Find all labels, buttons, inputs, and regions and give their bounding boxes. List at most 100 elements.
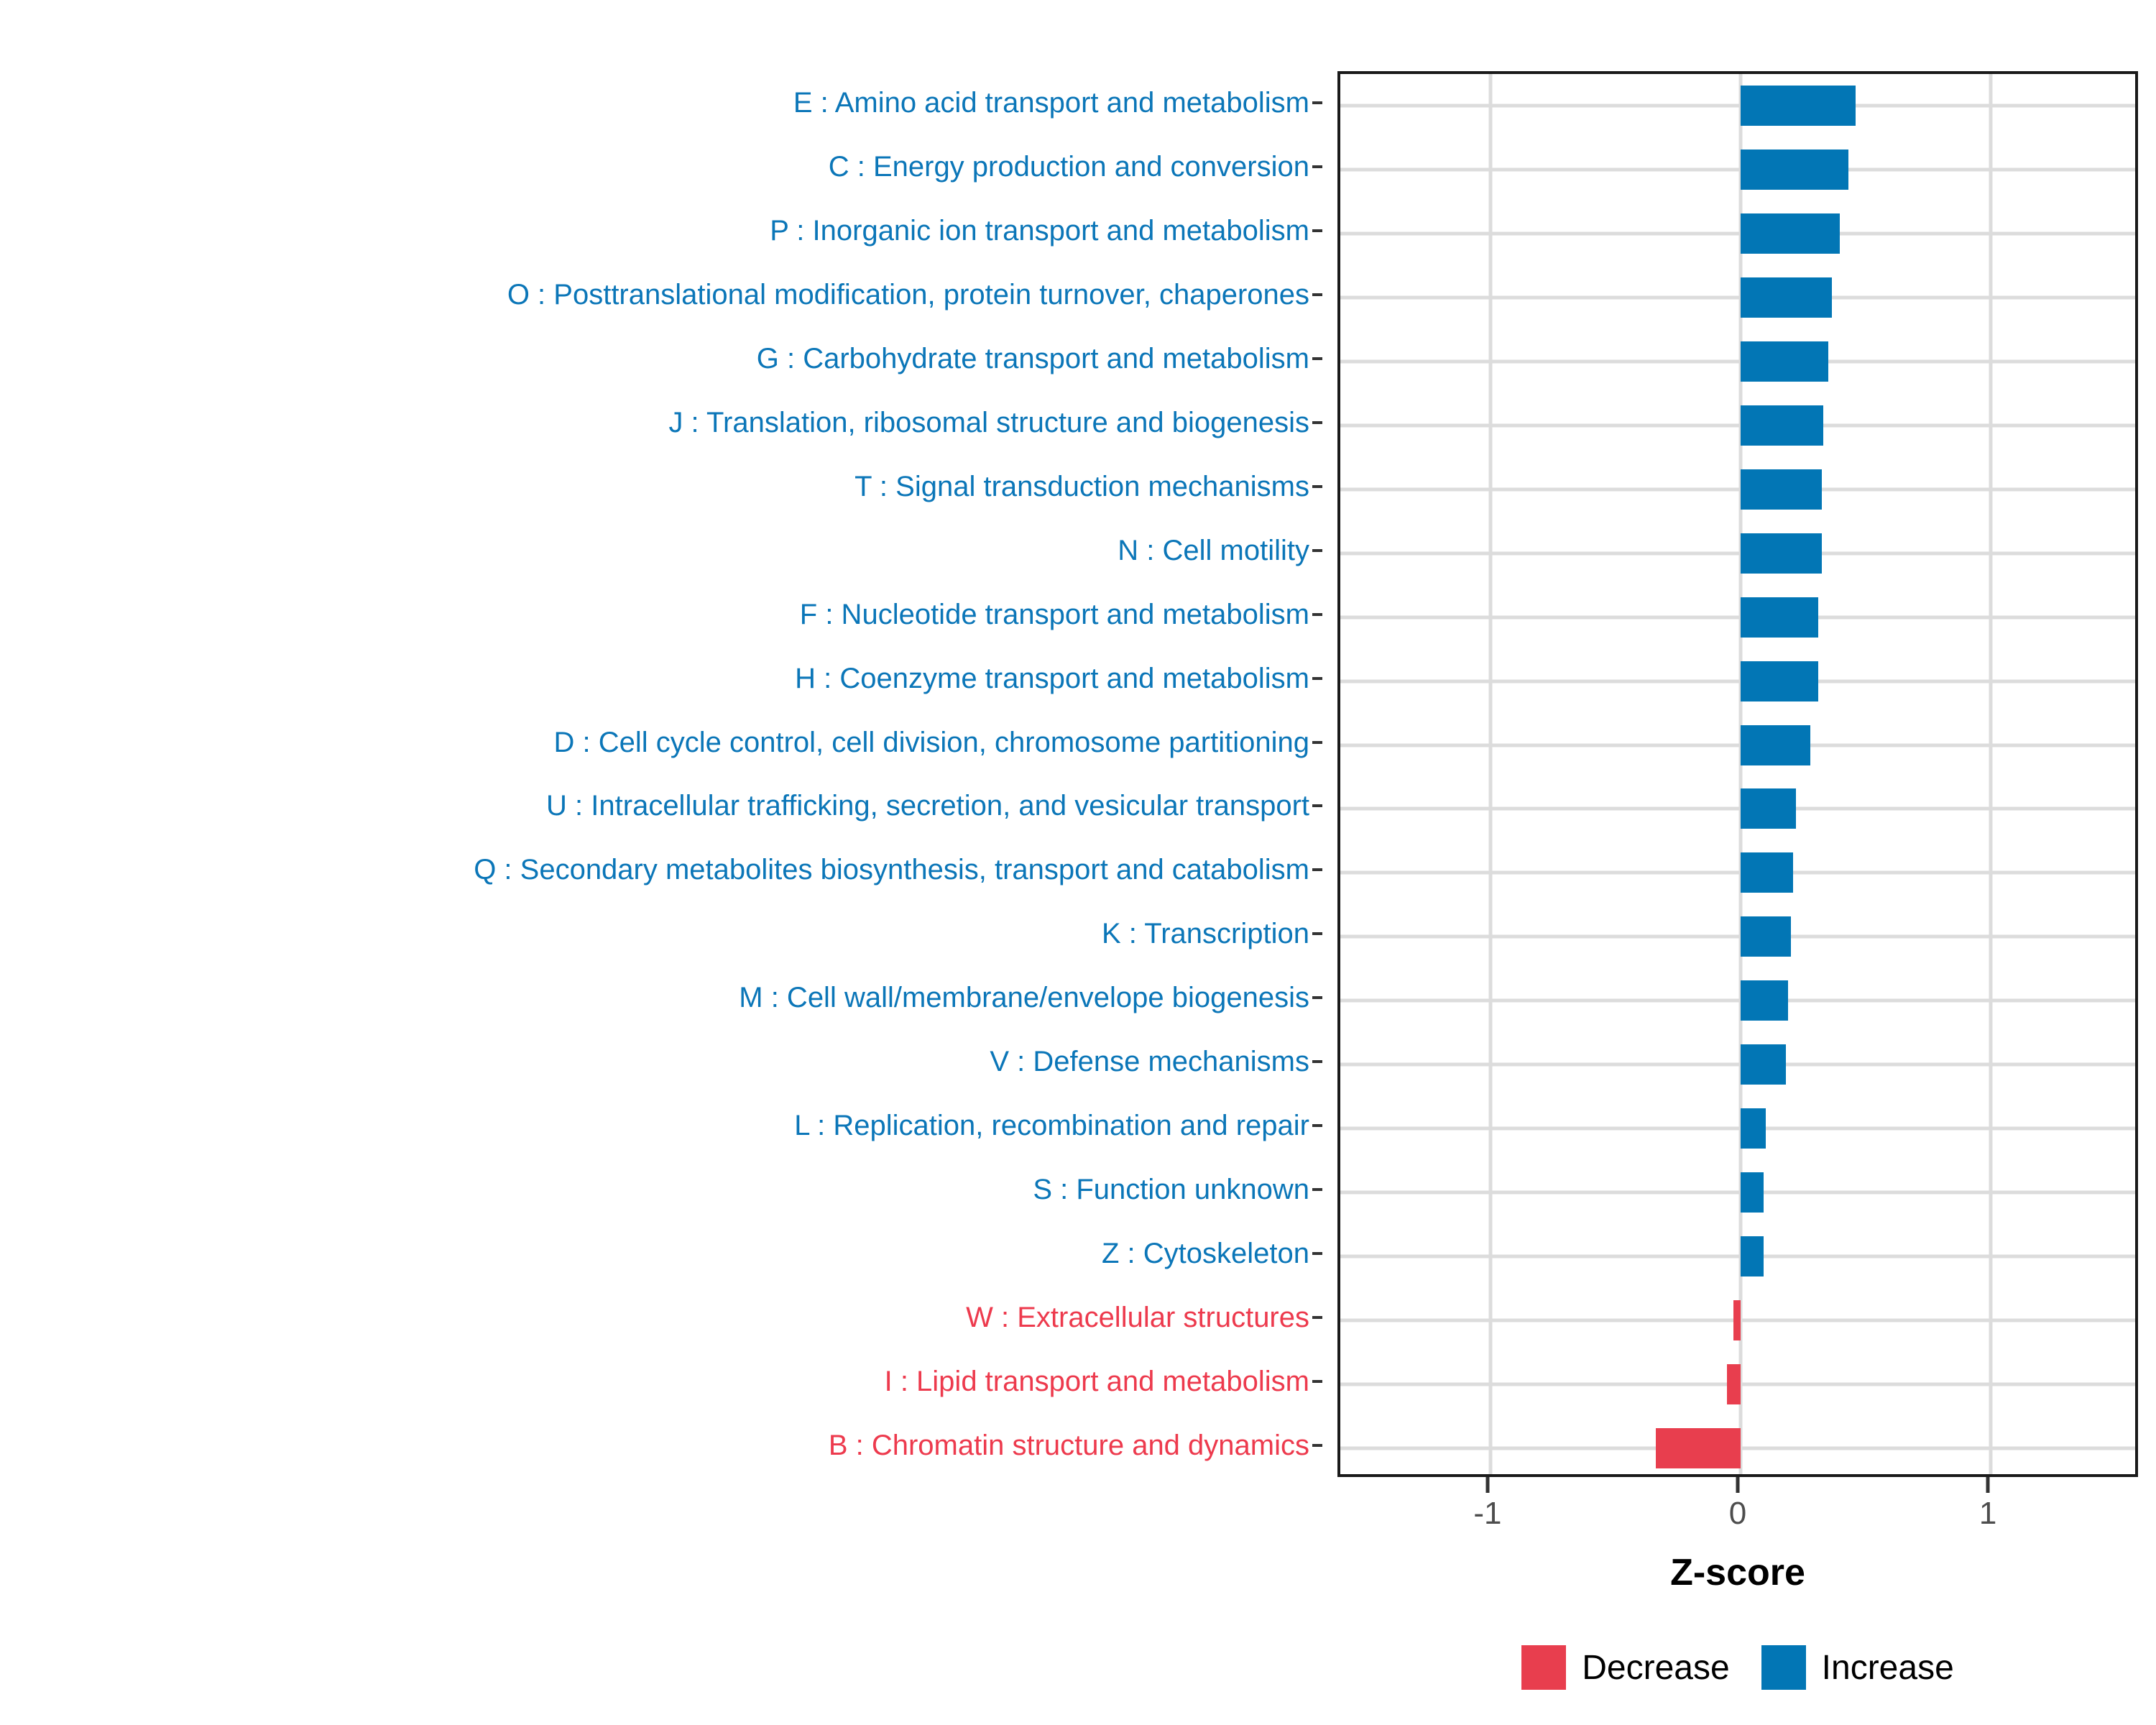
y-axis-tick-mark (1312, 165, 1322, 169)
y-axis-tick-label: M : Cell wall/membrane/envelope biogenes… (739, 982, 1309, 1014)
horizontal-gridline (1340, 1190, 2135, 1195)
plot-panel (1337, 71, 2138, 1477)
bar[interactable] (1655, 1427, 1741, 1468)
horizontal-gridline (1340, 1062, 2135, 1067)
bar[interactable] (1741, 213, 1840, 254)
x-axis-title: Z-score (1670, 1552, 1805, 1593)
bar[interactable] (1726, 1363, 1741, 1404)
y-axis-tick-label: Z : Cytoskeleton (1101, 1237, 1309, 1269)
bar[interactable] (1741, 86, 1856, 126)
bar[interactable] (1741, 724, 1811, 765)
bar[interactable] (1741, 661, 1818, 702)
x-axis-tick-mark (1485, 1477, 1490, 1493)
vertical-gridline (1488, 74, 1493, 1474)
horizontal-gridline (1340, 487, 2135, 492)
y-axis-tick-mark (1312, 804, 1322, 808)
bar[interactable] (1733, 1300, 1741, 1340)
y-axis-tick-mark (1312, 421, 1322, 424)
y-axis-tick-label: G : Carbohydrate transport and metabolis… (756, 343, 1309, 375)
vertical-gridline (1738, 74, 1743, 1474)
bar[interactable] (1741, 341, 1828, 382)
horizontal-gridline (1340, 615, 2135, 620)
bar[interactable] (1741, 1044, 1786, 1085)
legend-label: Decrease (1582, 1648, 1730, 1687)
legend-item[interactable]: Decrease (1521, 1645, 1730, 1690)
horizontal-gridline (1340, 551, 2135, 556)
bar[interactable] (1741, 405, 1823, 446)
y-axis-tick-label: H : Coenzyme transport and metabolism (795, 662, 1309, 694)
y-axis-tick-label: O : Posttranslational modification, prot… (507, 279, 1309, 311)
y-axis-tick-mark (1312, 1124, 1322, 1127)
y-axis-tick-label: F : Nucleotide transport and metabolism (799, 598, 1309, 630)
bar[interactable] (1741, 788, 1796, 829)
y-axis-tick-mark (1312, 1251, 1322, 1255)
horizontal-gridline (1340, 934, 2135, 939)
y-axis-tick-mark (1312, 484, 1322, 488)
horizontal-gridline (1340, 423, 2135, 428)
y-axis-tick-label: W : Extracellular structures (966, 1301, 1309, 1333)
y-axis-tick-mark (1312, 1379, 1322, 1383)
horizontal-gridline (1340, 743, 2135, 748)
horizontal-gridline (1340, 1126, 2135, 1131)
bar[interactable] (1741, 469, 1823, 510)
y-axis-tick-mark (1312, 932, 1322, 936)
x-axis: -1 0 1 (1337, 1477, 2138, 1563)
bar[interactable] (1741, 277, 1833, 318)
y-axis-tick-label: J : Translation, ribosomal structure and… (668, 407, 1309, 438)
legend-swatch (1761, 1645, 1806, 1690)
legend-label: Increase (1821, 1648, 1954, 1687)
y-axis-tick-mark (1312, 548, 1322, 552)
y-axis-tick-mark (1312, 357, 1322, 361)
horizontal-gridline (1340, 295, 2135, 300)
vertical-gridline (1989, 74, 1993, 1474)
bar[interactable] (1741, 980, 1789, 1021)
y-axis-tick-mark (1312, 1187, 1322, 1191)
x-axis-tick-mark (1736, 1477, 1740, 1493)
bar[interactable] (1741, 1236, 1764, 1276)
y-axis-tick-label: S : Function unknown (1033, 1173, 1309, 1205)
y-axis-tick-label: E : Amino acid transport and metabolism (793, 87, 1309, 119)
x-axis-tick-label: 1 (1978, 1496, 1997, 1531)
y-axis-tick-mark (1312, 996, 1322, 1000)
y-axis-tick-mark (1312, 229, 1322, 233)
horizontal-gridline (1340, 104, 2135, 108)
x-axis-tick-label: -1 (1473, 1496, 1502, 1531)
y-axis-tick-mark (1312, 1315, 1322, 1319)
horizontal-gridline (1340, 231, 2135, 236)
y-axis-tick-label: P : Inorganic ion transport and metaboli… (770, 215, 1309, 247)
bar[interactable] (1741, 1172, 1764, 1213)
horizontal-gridline (1340, 998, 2135, 1003)
y-axis-tick-label: T : Signal transduction mechanisms (854, 470, 1309, 502)
y-axis-tick-label: B : Chromatin structure and dynamics (828, 1429, 1309, 1461)
bar[interactable] (1741, 150, 1848, 190)
y-axis-tick-mark (1312, 293, 1322, 297)
y-axis-tick-mark (1312, 868, 1322, 872)
bar[interactable] (1741, 1108, 1766, 1149)
y-axis-tick-label: L : Replication, recombination and repai… (794, 1110, 1309, 1141)
y-axis-tick-mark (1312, 101, 1322, 105)
bar[interactable] (1741, 597, 1818, 638)
bar[interactable] (1741, 916, 1791, 957)
y-axis-tick-label: V : Defense mechanisms (990, 1046, 1309, 1078)
y-axis-tick-label: Q : Secondary metabolites biosynthesis, … (474, 854, 1309, 886)
y-axis-tick-label: C : Energy production and conversion (828, 151, 1309, 183)
y-axis-labels: E : Amino acid transport and metabolism C… (0, 71, 1322, 1477)
y-axis-tick-label: U : Intracellular trafficking, secretion… (546, 790, 1309, 822)
y-axis-tick-label: N : Cell motility (1118, 534, 1309, 566)
y-axis-tick-mark (1312, 612, 1322, 616)
y-axis-tick-mark (1312, 1060, 1322, 1064)
bar[interactable] (1741, 852, 1794, 893)
horizontal-gridline (1340, 870, 2135, 875)
horizontal-gridline (1340, 359, 2135, 364)
y-axis-tick-label: I : Lipid transport and metabolism (884, 1365, 1309, 1397)
bar[interactable] (1741, 533, 1823, 574)
horizontal-gridline (1340, 806, 2135, 811)
legend-item[interactable]: Increase (1761, 1645, 1954, 1690)
x-axis-tick-label: 0 (1728, 1496, 1747, 1531)
legend: Decrease Increase (1337, 1628, 2138, 1707)
y-axis-tick-mark (1312, 676, 1322, 680)
horizontal-gridline (1340, 167, 2135, 172)
horizontal-gridline (1340, 679, 2135, 684)
y-axis-tick-label: K : Transcription (1101, 918, 1309, 950)
